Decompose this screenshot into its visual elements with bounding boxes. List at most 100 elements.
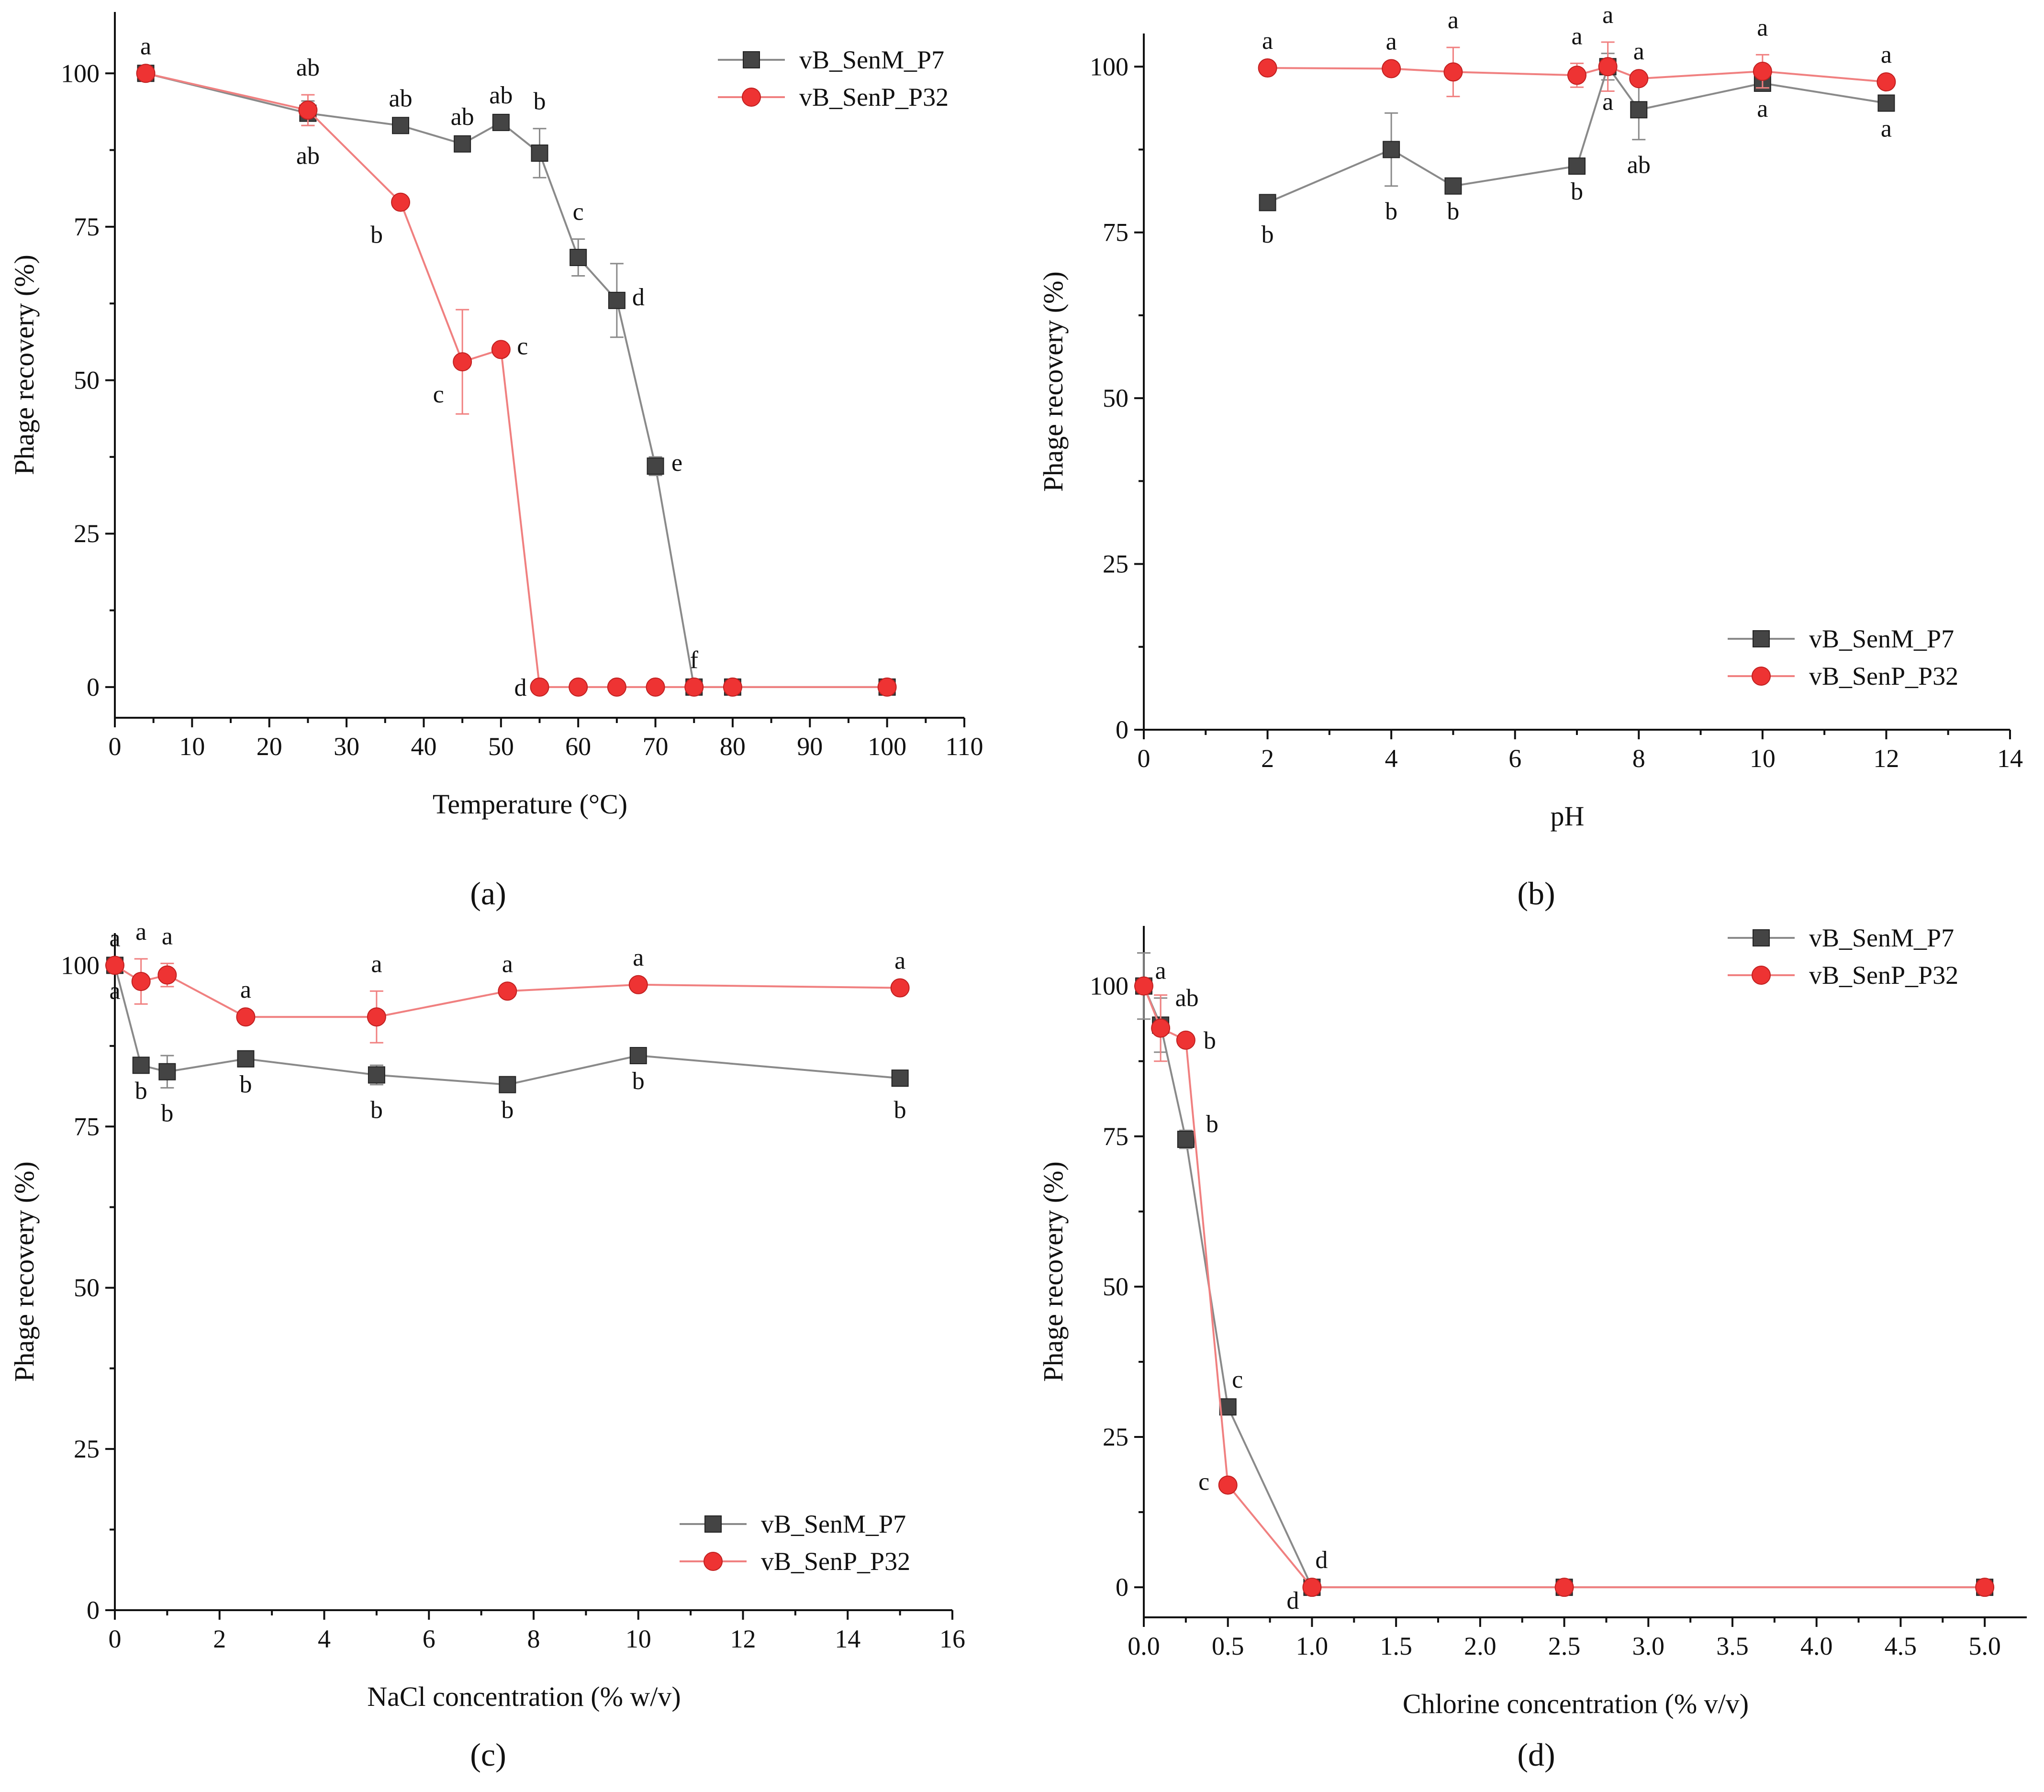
- y-tick-label: 0: [1116, 1573, 1128, 1602]
- significance-label: c: [1198, 1469, 1209, 1496]
- legend-marker-circle: [704, 1552, 723, 1571]
- data-point-square: [1259, 194, 1276, 211]
- panel-label: (c): [470, 1736, 506, 1773]
- panel-a-temperature-chart: 0 25 50 75 100 0 10 20 30 40 50 60 70 80 90 100 110 Tempe…: [9, 12, 983, 912]
- significance-label: f: [690, 646, 699, 674]
- data-point-square: [891, 1069, 909, 1087]
- legend-entry: vB_SenM_P7: [1809, 624, 1954, 653]
- legend-marker-square: [743, 51, 760, 68]
- data-point-square: [132, 1057, 150, 1074]
- y-tick-label: 100: [61, 59, 100, 88]
- data-point-circle: [298, 100, 318, 120]
- legend: vB_SenM_P7 vB_SenP_P32: [1728, 624, 1958, 690]
- x-tick-label: 60: [565, 732, 591, 761]
- data-point-circle: [1753, 61, 1772, 81]
- data-point-circle: [1629, 69, 1649, 89]
- legend-marker-circle: [1752, 667, 1771, 686]
- x-tick-label: 70: [643, 732, 669, 761]
- data-point-square: [570, 249, 587, 267]
- x-tick-label: 3.0: [1632, 1632, 1665, 1660]
- x-tick-label: 10: [1750, 744, 1776, 773]
- significance-label: ab: [451, 103, 474, 131]
- data-point-circle: [453, 352, 472, 372]
- x-tick-label: 16: [939, 1625, 965, 1653]
- legend-marker-square: [704, 1515, 722, 1533]
- panel-label: (a): [470, 875, 506, 912]
- significance-label: a: [109, 924, 120, 952]
- data-point-circle: [367, 1007, 386, 1027]
- x-tick-label: 2.5: [1548, 1632, 1581, 1660]
- significance-label: b: [1385, 198, 1397, 225]
- data-point-square: [1177, 1131, 1195, 1148]
- significance-label: a: [502, 950, 513, 978]
- x-axis-label: Temperature (°C): [433, 789, 627, 820]
- significance-label: b: [135, 1077, 147, 1104]
- significance-label: c: [433, 381, 444, 408]
- data-point-circle: [491, 340, 511, 359]
- panel-d-chlorine-chart: 0 25 50 75 100 0.0 0.5 1.0 1.5 2.0 2.5 3.0 3.5 4.0 4.5…: [1038, 924, 2027, 1773]
- x-tick-label: 14: [1997, 744, 2023, 773]
- significance-label: c: [573, 199, 584, 226]
- data-point-circle: [1302, 1578, 1322, 1597]
- significance-label: b: [501, 1097, 514, 1124]
- data-point-square: [1219, 1398, 1237, 1416]
- significance-label: a: [1386, 28, 1397, 55]
- y-axis-label: Phage recovery (%): [1038, 1161, 1069, 1382]
- significance-label: b: [370, 1097, 383, 1124]
- x-tick-label: 90: [797, 732, 823, 761]
- legend: vB_SenM_P7 vB_SenP_P32: [718, 45, 949, 111]
- x-tick-label: 2.0: [1464, 1632, 1497, 1660]
- y-tick-label: 0: [87, 1596, 100, 1625]
- series-vB_SenP_P32: [136, 64, 897, 697]
- data-point-circle: [530, 677, 549, 697]
- x-tick-label: 0.5: [1212, 1632, 1244, 1660]
- significance-label: ab: [296, 142, 320, 169]
- significance-label: a: [1602, 1, 1613, 29]
- series-vB_SenP_P32: [1134, 976, 1995, 1597]
- significance-label: a: [1448, 7, 1459, 34]
- significance-label: b: [370, 222, 383, 249]
- significance-label: a: [1757, 95, 1768, 122]
- significance-label: a: [1571, 22, 1582, 50]
- data-point-square: [1444, 177, 1462, 195]
- x-tick-label: 8: [1632, 744, 1645, 773]
- x-tick-label: 0: [109, 1625, 122, 1653]
- significance-label: b: [1571, 178, 1583, 205]
- data-point-circle: [498, 981, 517, 1001]
- y-axis-label: Phage recovery (%): [9, 255, 40, 475]
- data-point-circle: [607, 677, 626, 697]
- significance-label: a: [1602, 88, 1613, 115]
- significance-label: b: [894, 1097, 906, 1124]
- x-tick-label: 4: [1385, 744, 1398, 773]
- x-tick-label: 2: [213, 1625, 226, 1653]
- series-line: [1267, 66, 1887, 83]
- data-point-circle: [1598, 57, 1618, 77]
- x-tick-label: 5.0: [1968, 1632, 2001, 1660]
- x-tick-label: 0: [109, 732, 122, 761]
- data-point-circle: [1567, 66, 1586, 85]
- significance-label: b: [632, 1068, 645, 1095]
- y-tick-label: 25: [74, 519, 100, 548]
- y-tick-label: 25: [74, 1435, 100, 1463]
- y-tick-label: 100: [61, 951, 100, 979]
- x-tick-label: 80: [720, 732, 746, 761]
- data-point-circle: [877, 677, 897, 697]
- x-tick-label: 12: [730, 1625, 756, 1653]
- data-point-square: [608, 291, 625, 309]
- data-point-square: [392, 117, 410, 134]
- y-axis-label: Phage recovery (%): [1038, 271, 1069, 492]
- y-tick-label: 25: [1103, 550, 1128, 579]
- series-line: [1143, 985, 1985, 1589]
- x-tick-label: 4.5: [1885, 1632, 1917, 1660]
- significance-label: a: [135, 918, 146, 946]
- series-line: [145, 72, 887, 688]
- significance-label: ab: [1627, 152, 1651, 179]
- data-point-square: [1877, 94, 1895, 112]
- y-tick-label: 75: [74, 212, 100, 241]
- data-point-square: [1568, 157, 1586, 175]
- data-point-circle: [646, 677, 665, 697]
- legend-marker-square: [1753, 630, 1770, 647]
- y-tick-label: 50: [74, 366, 100, 395]
- x-tick-label: 4.0: [1800, 1632, 1833, 1660]
- data-point-square: [499, 1076, 516, 1093]
